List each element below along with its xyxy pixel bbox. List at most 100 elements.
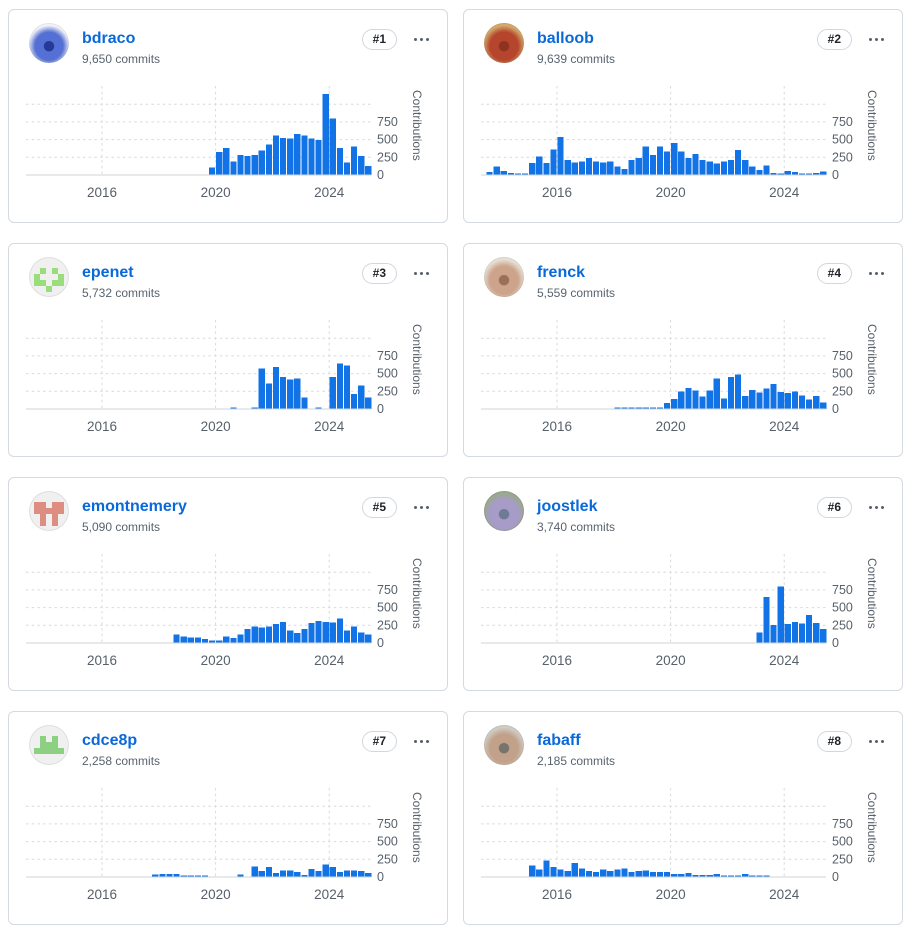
username-link[interactable]: balloob (537, 30, 594, 47)
avatar[interactable] (484, 725, 524, 765)
y-axis-title: Contributions (410, 792, 424, 863)
bar (180, 636, 187, 643)
bar (543, 860, 550, 877)
header-right: #4 (816, 263, 886, 284)
y-axis-title: Contributions (865, 792, 879, 863)
kebab-menu-button[interactable] (412, 268, 431, 279)
x-tick-label: 2020 (656, 887, 686, 902)
bar (756, 875, 763, 877)
x-tick-label: 2016 (87, 887, 117, 902)
kebab-menu-button[interactable] (867, 502, 886, 513)
x-tick-label: 2016 (87, 185, 117, 200)
bar (791, 622, 798, 643)
y-tick-label: 750 (377, 817, 398, 831)
username-link[interactable]: joostlek (537, 498, 598, 515)
avatar[interactable] (29, 491, 69, 531)
bar (287, 379, 294, 409)
bar (343, 162, 351, 175)
bar (557, 136, 564, 175)
avatar[interactable] (29, 257, 69, 297)
contributions-bar-chart: 750 500 250 0 Contributions 2016 2020 2024 (481, 554, 879, 668)
bar (763, 165, 770, 175)
y-tick-label: 250 (832, 618, 853, 632)
bar (671, 873, 678, 877)
bar (649, 872, 656, 877)
bar (621, 407, 628, 409)
contributions-chart: 750 500 250 0 Contributions 2016 2020 2024 (464, 86, 902, 210)
bar (592, 872, 600, 877)
bar (294, 378, 301, 409)
rank-badge: #5 (361, 497, 397, 518)
rank-badge: #2 (816, 29, 852, 50)
bar (329, 377, 336, 409)
bar (805, 399, 813, 409)
bar (350, 870, 358, 877)
contributor-card: joostlek 3,740 commits #6 750 500 250 0 Cont… (463, 477, 903, 691)
bar (365, 873, 372, 877)
bar (529, 865, 536, 877)
card-header: epenet 5,732 commits #3 (29, 257, 431, 299)
bar (749, 166, 756, 175)
username-link[interactable]: epenet (82, 264, 134, 281)
commit-count: 9,639 commits (537, 52, 616, 66)
bar (194, 875, 201, 877)
bar (322, 864, 329, 877)
bar (187, 637, 194, 643)
kebab-menu-button[interactable] (412, 34, 431, 45)
bar (734, 374, 742, 409)
bar (813, 395, 820, 409)
username-link[interactable]: frenck (537, 264, 586, 281)
avatar[interactable] (484, 257, 524, 297)
avatar[interactable] (29, 23, 69, 63)
identity-block: epenet 5,732 commits (82, 264, 160, 300)
bar (628, 872, 635, 877)
avatar[interactable] (29, 725, 69, 765)
rank-badge: #3 (361, 263, 397, 284)
kebab-menu-button[interactable] (412, 736, 431, 747)
bar (578, 161, 585, 175)
contributor-card: bdraco 9,650 commits #1 750 500 250 0 Contri… (8, 9, 448, 223)
card-header: balloob 9,639 commits #2 (484, 23, 886, 65)
bar (258, 627, 265, 643)
bar (216, 640, 223, 643)
bar (265, 144, 272, 175)
bar (734, 149, 742, 175)
bar (742, 874, 749, 877)
avatar[interactable] (484, 23, 524, 63)
bar (230, 161, 237, 175)
bar (265, 626, 272, 643)
kebab-menu-button[interactable] (867, 268, 886, 279)
bar (770, 172, 777, 175)
commit-count: 2,185 commits (537, 754, 616, 768)
bar (322, 621, 329, 643)
kebab-menu-button[interactable] (867, 34, 886, 45)
bar (358, 385, 365, 409)
identity-block: bdraco 9,650 commits (82, 30, 160, 66)
username-link[interactable]: fabaff (537, 732, 581, 749)
bar (656, 146, 664, 175)
username-link[interactable]: cdce8p (82, 732, 138, 749)
x-tick-label: 2020 (656, 653, 686, 668)
bar (201, 639, 209, 643)
bar (763, 388, 770, 409)
bar (208, 640, 216, 643)
bar (763, 596, 770, 643)
contributions-bar-chart: 750 500 250 0 Contributions 2016 2020 2024 (26, 788, 424, 902)
y-tick-label: 750 (377, 115, 398, 129)
bar (649, 154, 656, 175)
y-axis-title: Contributions (410, 90, 424, 161)
x-tick-label: 2016 (542, 653, 572, 668)
bar (798, 395, 806, 409)
bar (678, 874, 685, 877)
username-link[interactable]: bdraco (82, 30, 136, 47)
bar (265, 867, 272, 877)
bar (152, 874, 159, 877)
bar (322, 93, 329, 175)
username-link[interactable]: emontnemery (82, 498, 187, 515)
kebab-menu-button[interactable] (867, 736, 886, 747)
bar (813, 622, 820, 643)
bar (713, 163, 720, 175)
avatar[interactable] (484, 491, 524, 531)
kebab-menu-button[interactable] (412, 502, 431, 513)
bar (742, 395, 749, 409)
